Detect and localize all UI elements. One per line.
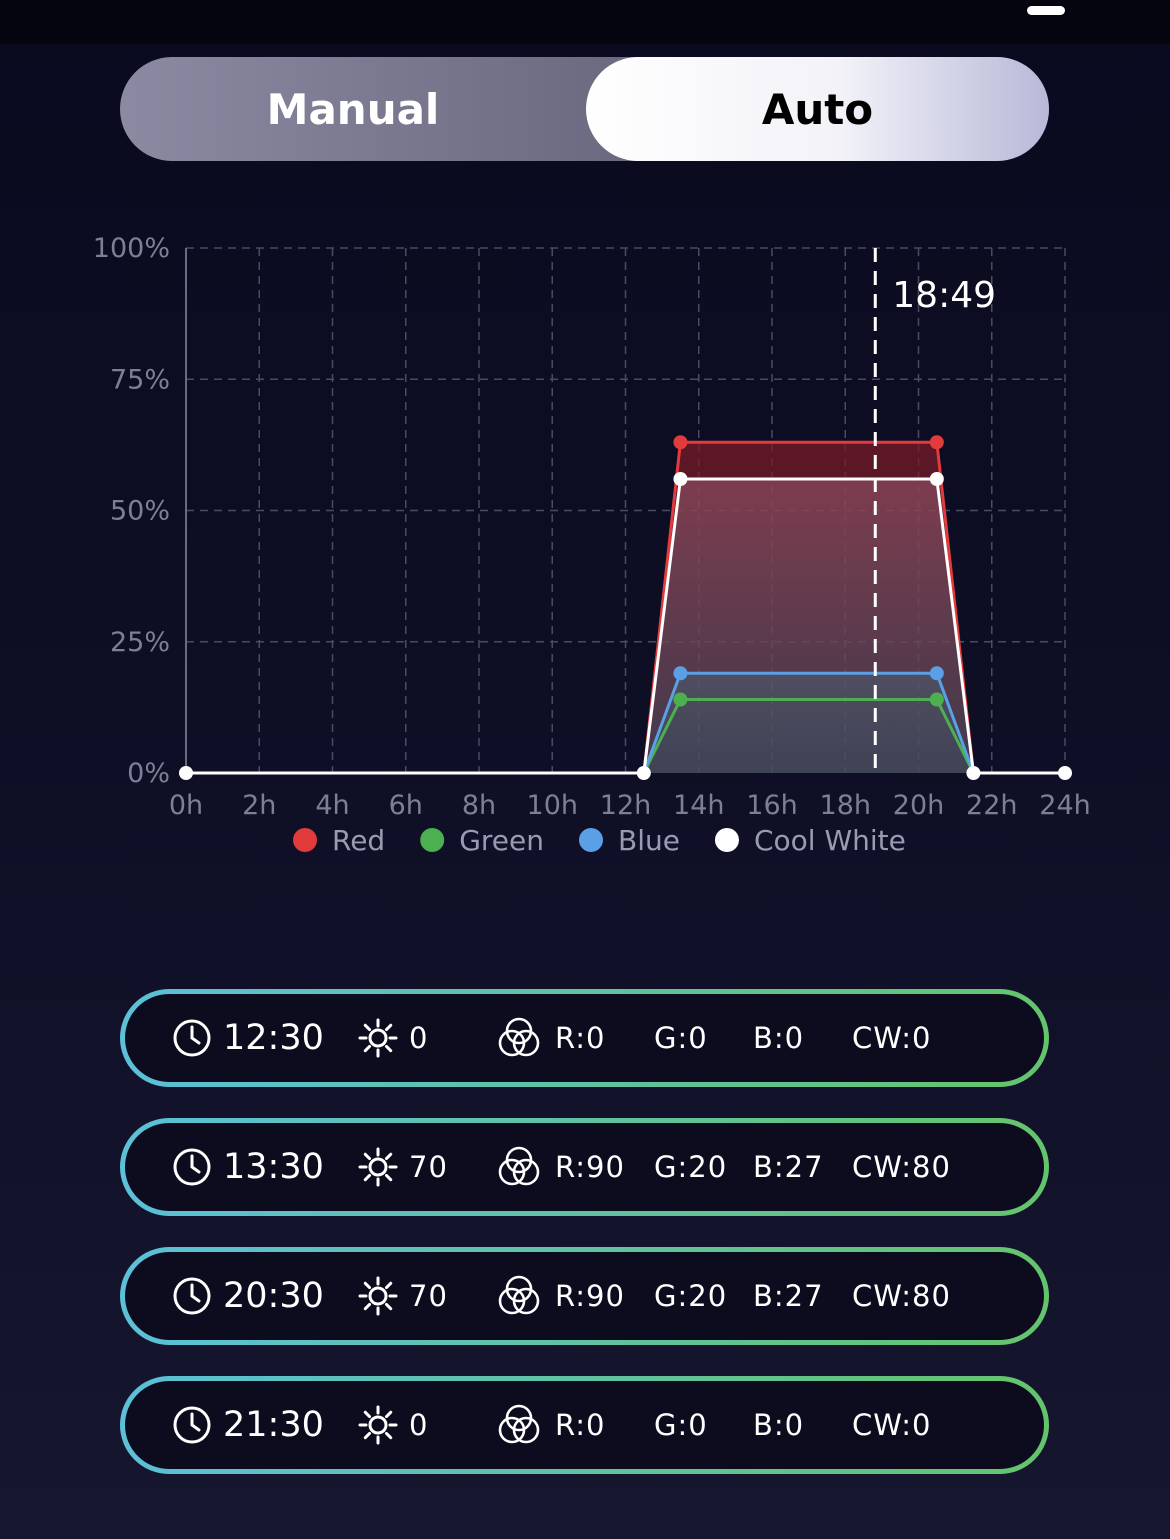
clock-icon xyxy=(172,1252,212,1340)
brightness-value: 70 xyxy=(409,1279,448,1313)
green-value: G:20 xyxy=(654,1150,728,1184)
schedule-row[interactable]: 20:30 70 R:90 G:20 B:27 CW:80 xyxy=(120,1247,1049,1345)
data-point-cool-white xyxy=(179,766,193,780)
schedule-time: 21:30 xyxy=(223,1405,324,1445)
data-point-blue xyxy=(673,666,688,681)
legend-label: Blue xyxy=(618,824,680,857)
red-value: R:90 xyxy=(555,1150,625,1184)
current-time-label: 18:49 xyxy=(892,275,996,316)
schedule-time: 12:30 xyxy=(223,1018,324,1058)
x-tick-label: 4h xyxy=(315,790,349,821)
y-tick-label: 0% xyxy=(127,758,170,789)
color-mix-icon xyxy=(496,994,542,1082)
data-point-cool-white xyxy=(1058,766,1072,780)
intensity-chart: 0% 25% 50% 75% 100% 0h 2h 4h 6h 8h 10h 12h 14h 16h 18h… xyxy=(93,233,1091,857)
color-mix-icon xyxy=(496,1252,542,1340)
cool-white-value: CW:80 xyxy=(852,1150,951,1184)
sun-icon xyxy=(358,1123,398,1211)
x-tick-label: 8h xyxy=(462,790,496,821)
schedule-list: 12:30 0 R:0 G:0 B:0 CW:0 13:30 70 R:90 G:20 B:27 CW… xyxy=(120,989,1049,1505)
schedule-time: 20:30 xyxy=(223,1276,324,1316)
status-bar xyxy=(0,0,1170,44)
x-tick-label: 12h xyxy=(600,790,651,821)
data-point-green xyxy=(929,692,944,707)
schedule-row[interactable]: 21:30 0 R:0 G:0 B:0 CW:0 xyxy=(120,1376,1049,1474)
x-tick-label: 22h xyxy=(966,790,1017,821)
manual-mode-button[interactable]: Manual xyxy=(266,84,440,134)
legend-swatch xyxy=(579,828,603,852)
mode-switch: Manual Auto xyxy=(120,57,1049,161)
x-tick-label: 16h xyxy=(746,790,797,821)
x-tick-label: 0h xyxy=(169,790,203,821)
legend-swatch xyxy=(420,828,445,852)
cool-white-value: CW:0 xyxy=(852,1408,932,1442)
sun-icon xyxy=(358,1252,398,1340)
sun-icon xyxy=(358,994,398,1082)
y-tick-label: 25% xyxy=(110,627,170,658)
series-line-cool-white xyxy=(186,477,1065,775)
blue-value: B:0 xyxy=(753,1408,805,1442)
x-tick-label: 20h xyxy=(893,790,944,821)
data-point-cool-white xyxy=(673,472,688,486)
brightness-value: 0 xyxy=(409,1408,429,1442)
x-tick-label: 14h xyxy=(673,790,724,821)
y-tick-label: 75% xyxy=(110,364,170,395)
x-tick-label: 2h xyxy=(242,790,276,821)
schedule-row[interactable]: 12:30 0 R:0 G:0 B:0 CW:0 xyxy=(120,989,1049,1087)
data-point-red xyxy=(929,435,944,450)
schedule-time: 13:30 xyxy=(223,1147,324,1187)
brightness-value: 0 xyxy=(409,1021,429,1055)
clock-icon xyxy=(172,1123,212,1211)
schedule-row[interactable]: 13:30 70 R:90 G:20 B:27 CW:80 xyxy=(120,1118,1049,1216)
legend-swatch xyxy=(714,828,739,852)
blue-value: B:27 xyxy=(753,1150,824,1184)
blue-value: B:0 xyxy=(753,1021,805,1055)
green-value: G:0 xyxy=(654,1021,708,1055)
x-tick-label: 24h xyxy=(1039,790,1090,821)
green-value: G:0 xyxy=(654,1408,708,1442)
data-point-green xyxy=(673,692,688,707)
auto-mode-button[interactable]: Auto xyxy=(586,57,1049,161)
red-value: R:0 xyxy=(555,1408,606,1442)
red-value: R:0 xyxy=(555,1021,606,1055)
color-mix-icon xyxy=(496,1381,542,1469)
y-tick-label: 100% xyxy=(93,233,170,264)
home-indicator xyxy=(1027,6,1065,15)
clock-icon xyxy=(172,1381,212,1469)
brightness-value: 70 xyxy=(409,1150,448,1184)
legend-label: Cool White xyxy=(754,824,906,857)
sun-icon xyxy=(358,1381,398,1469)
legend-swatch xyxy=(293,828,317,852)
y-tick-label: 50% xyxy=(110,496,170,527)
color-mix-icon xyxy=(496,1123,542,1211)
clock-icon xyxy=(172,994,212,1082)
data-point-cool-white xyxy=(966,766,981,780)
x-tick-label: 18h xyxy=(820,790,871,821)
data-point-red xyxy=(673,435,688,450)
red-value: R:90 xyxy=(555,1279,625,1313)
cool-white-value: CW:0 xyxy=(852,1021,932,1055)
green-value: G:20 xyxy=(654,1279,728,1313)
legend-label: Red xyxy=(332,824,385,857)
x-tick-label: 10h xyxy=(527,790,578,821)
legend-label: Green xyxy=(459,824,544,857)
blue-value: B:27 xyxy=(753,1279,824,1313)
x-tick-label: 6h xyxy=(389,790,423,821)
data-point-cool-white xyxy=(636,766,651,780)
data-point-cool-white xyxy=(929,472,944,486)
data-point-blue xyxy=(929,666,944,681)
cool-white-value: CW:80 xyxy=(852,1279,951,1313)
